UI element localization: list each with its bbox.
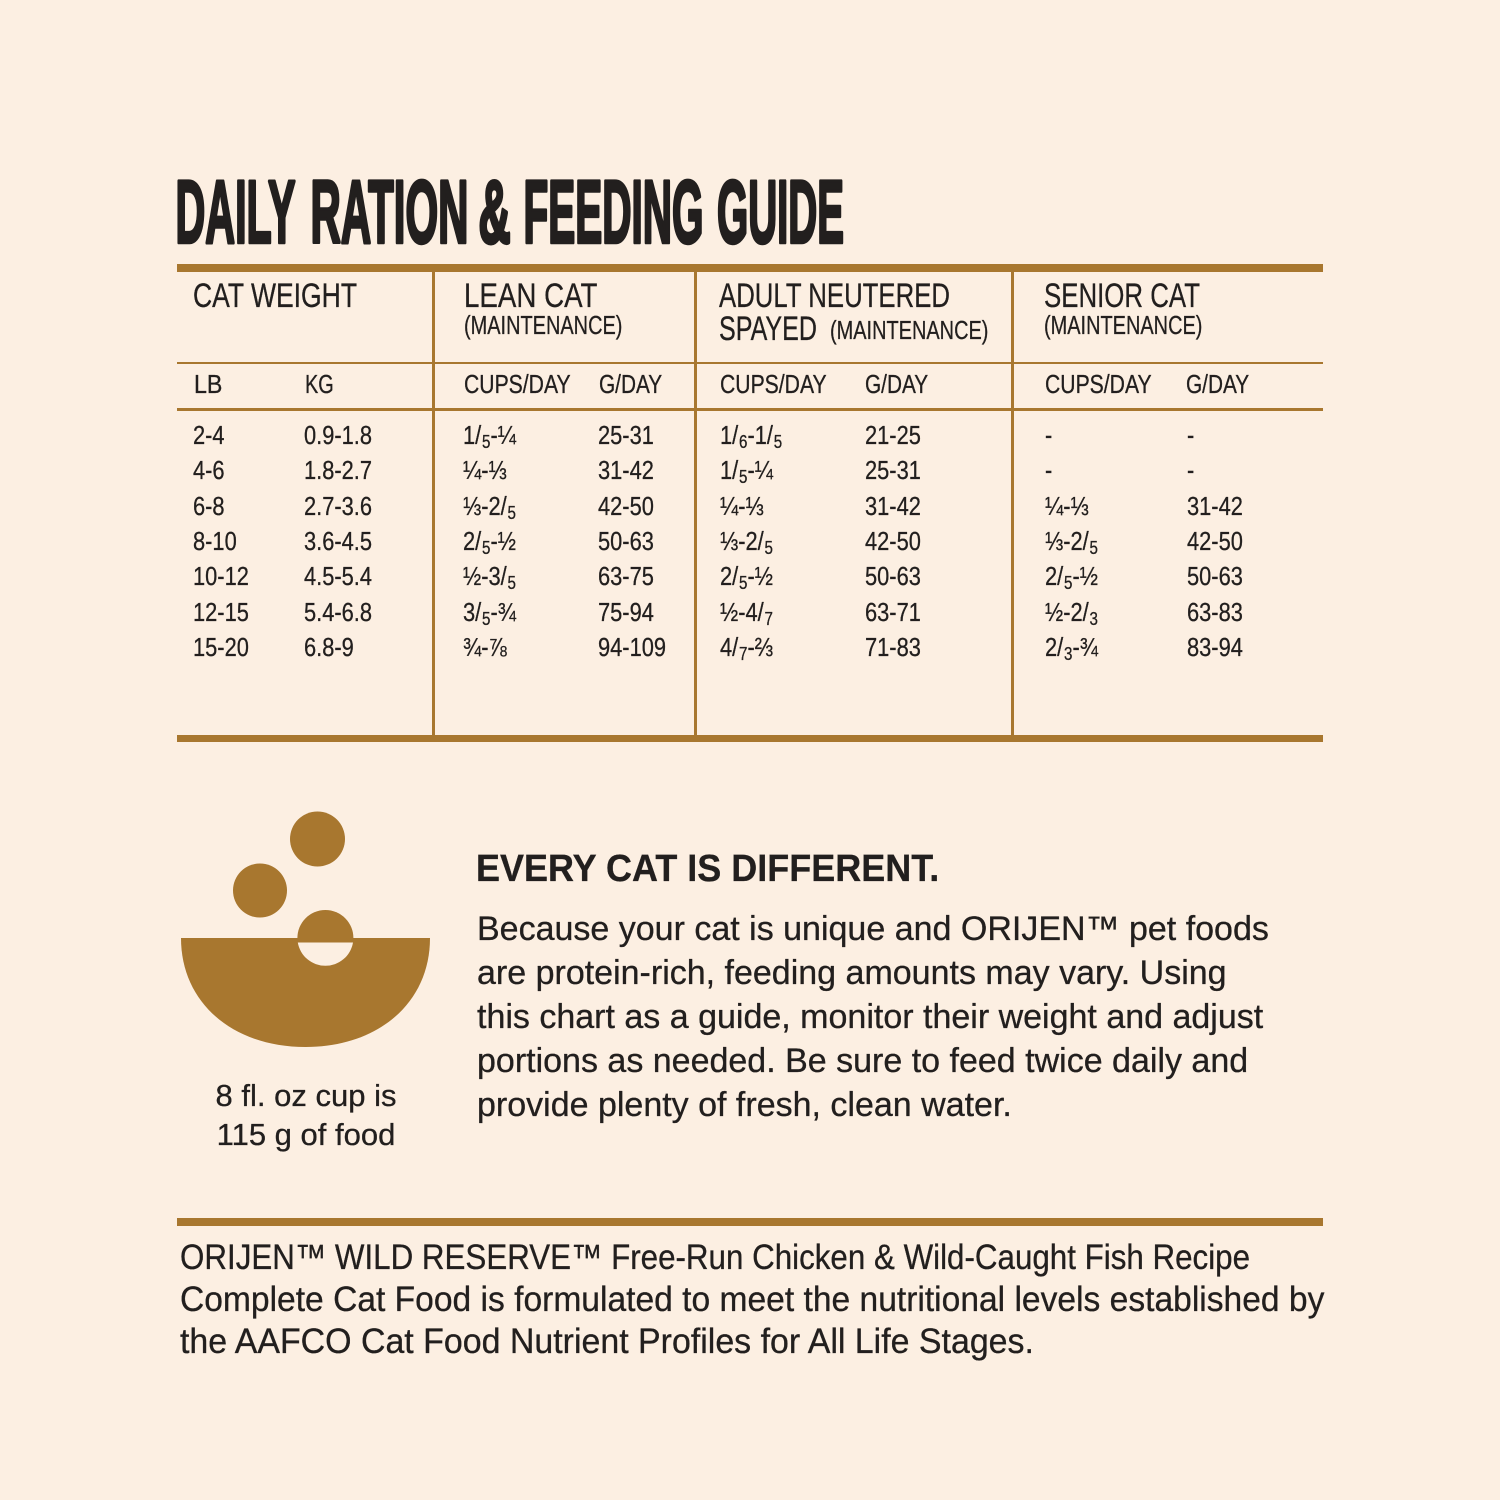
- svg-text:FEEDING: FEEDING: [524, 162, 704, 261]
- svg-text:GUIDE: GUIDE: [717, 162, 844, 261]
- svg-text:&: &: [479, 162, 511, 260]
- svg-text:DAILY: DAILY: [176, 162, 296, 261]
- svg-text:RATION: RATION: [311, 162, 469, 261]
